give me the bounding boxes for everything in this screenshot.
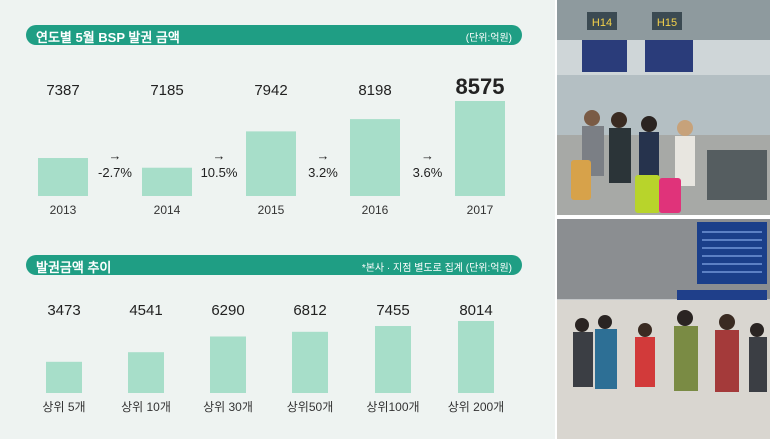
airport-photos: H14 H15 (557, 0, 770, 439)
chart1-title: 연도별 5월 BSP 발권 금액 (36, 30, 180, 45)
chart1-bar-2015 (246, 131, 296, 196)
chart1-bar-2017 (455, 101, 505, 196)
chart1-unit: (단위:억원) (465, 33, 512, 44)
chart1-value-label: 7185 (150, 82, 183, 99)
sign-h15: H15 (657, 17, 677, 29)
chart2-category-label: 상위 10개 (121, 400, 171, 414)
chart2-bar-4 (375, 326, 411, 393)
chart1-change-label: 3.2% (308, 165, 338, 180)
chart1-bar-2013 (38, 158, 88, 196)
chart2-category-label: 상위100개 (366, 400, 419, 414)
chart2-unit: *본사 · 지점 별도로 집계 (단위:억원) (361, 263, 512, 274)
chart1-category-label: 2013 (50, 203, 77, 217)
chart1-value-label: 8198 (358, 82, 391, 99)
chart1-change-label: 10.5% (201, 165, 238, 180)
sign-h14: H14 (592, 17, 612, 29)
chart2-value-label: 8014 (459, 302, 492, 319)
chart1-header: 연도별 5월 BSP 발권 금액 (단위:억원) (26, 25, 522, 45)
infographic-panel: 연도별 5월 BSP 발권 금액 (단위:억원) 7387 2013 7185 201… (0, 0, 555, 439)
chart2-plot: 3473 상위 5개 4541 상위 10개 6290 상위 30개 6812 상위50개 74… (42, 302, 504, 414)
chart1-value-label: 7387 (46, 82, 79, 99)
chart1-category-label: 2017 (467, 203, 494, 217)
chart1-arrow-icon: → (213, 148, 226, 163)
chart1-change-label: 3.6% (413, 165, 443, 180)
chart2-bar-2 (210, 336, 246, 393)
airport-photo-illustration: H14 H15 (557, 0, 770, 439)
chart1-category-label: 2014 (154, 203, 181, 217)
chart1-value-label: 8575 (456, 74, 505, 99)
chart1-bar-2014 (142, 167, 192, 196)
chart1-category-label: 2016 (362, 203, 389, 217)
chart2-value-label: 3473 (47, 302, 80, 319)
chart2-value-label: 6812 (293, 302, 326, 319)
chart1-change-label: -2.7% (98, 165, 132, 180)
chart2-category-label: 상위 200개 (448, 400, 504, 414)
chart1-value-label: 7942 (254, 82, 287, 99)
chart1-arrow-icon: → (109, 148, 122, 163)
chart2-bar-3 (292, 331, 328, 393)
chart2-value-label: 6290 (211, 302, 244, 319)
chart2-value-label: 7455 (376, 302, 409, 319)
chart2-value-label: 4541 (129, 302, 162, 319)
chart2-bar-1 (128, 352, 164, 393)
chart2-category-label: 상위 5개 (42, 400, 85, 414)
chart2-bar-0 (46, 361, 82, 393)
chart1-bar-2016 (350, 119, 400, 196)
chart1-arrow-icon: → (421, 148, 434, 163)
chart2-bar-5 (458, 321, 494, 393)
chart2-category-label: 상위50개 (287, 400, 333, 414)
chart1-arrow-icon: → (317, 148, 330, 163)
chart2-category-label: 상위 30개 (203, 400, 253, 414)
chart2-title: 발권금액 추이 (36, 260, 112, 275)
chart2-header: 발권금액 추이 *본사 · 지점 별도로 집계 (단위:억원) (26, 255, 522, 275)
chart1-category-label: 2015 (258, 203, 285, 217)
chart1-plot: 7387 2013 7185 2014 7942 2015 8198 2016 8575 2017… (38, 74, 505, 217)
